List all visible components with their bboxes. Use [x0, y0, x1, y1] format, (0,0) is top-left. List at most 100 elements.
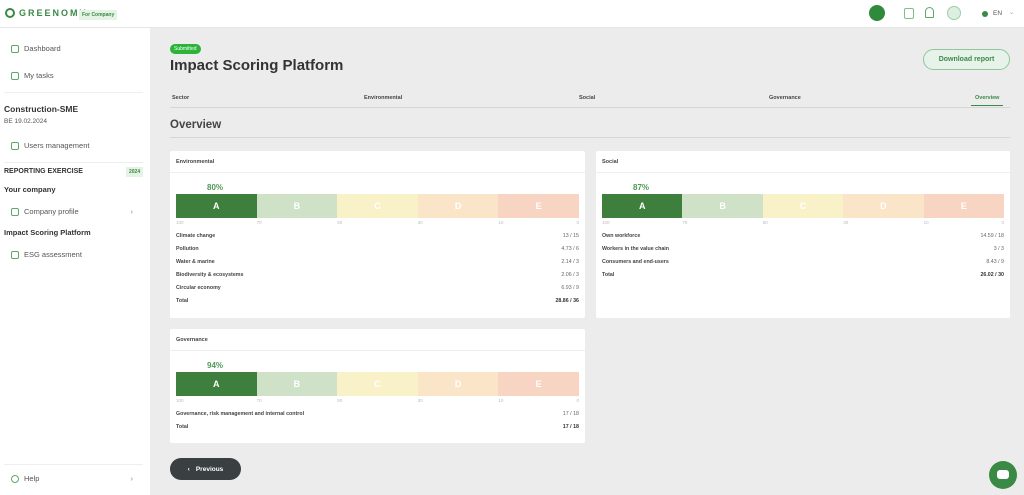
your-company-heading: Your company: [4, 185, 56, 194]
row-value: 17 / 18: [562, 424, 579, 430]
tick-label: 10: [498, 398, 504, 403]
logo[interactable]: GREENOMY: [5, 8, 88, 18]
row-label: Total: [176, 424, 189, 430]
row-label: Pollution: [176, 246, 199, 252]
score-row: Total 26.02 / 30: [602, 272, 1004, 285]
divider: [4, 464, 143, 465]
sidebar-item-my-tasks[interactable]: My tasks: [11, 71, 54, 80]
tick-label: 30: [417, 220, 423, 225]
score-row: Governance, risk management and internal…: [176, 411, 579, 424]
calendar-icon[interactable]: [904, 8, 914, 19]
users-icon: [11, 141, 19, 150]
chevron-right-icon: ›: [130, 207, 134, 216]
score-row: Water & marine 2.14 / 3: [176, 259, 579, 272]
row-label: Consumers and end-users: [602, 259, 669, 265]
chat-icon[interactable]: [989, 461, 1017, 489]
card-governance: Governance 94% A B C D E 100 70 50 30 10 0 Governan…: [170, 329, 585, 443]
help-icon: [11, 474, 19, 483]
card-environmental: Environmental 80% A B C D E 100 70 50 30 10 0 Clima…: [170, 151, 585, 318]
grade-e: E: [498, 372, 579, 396]
grade-ticks: 100 70 50 30 10 0: [176, 398, 579, 404]
sidebar-item-company-profile[interactable]: Company profile ›: [11, 207, 133, 216]
row-label: Workers in the value chain: [602, 246, 670, 252]
clipboard-icon: [11, 250, 19, 259]
tick-label: 70: [256, 398, 262, 403]
sidebar-item-label: Dashboard: [24, 44, 61, 53]
top-bar: GREENOMY For Company EN ⌄: [0, 0, 1024, 28]
tab-sector[interactable]: Sector: [172, 95, 190, 101]
grade-a: A: [602, 194, 683, 218]
row-label: Total: [602, 272, 615, 278]
card-title: Governance: [170, 329, 585, 351]
tab-overview[interactable]: Overview: [971, 95, 1004, 106]
row-label: Water & marine: [176, 259, 215, 265]
year-badge: 2024: [126, 167, 144, 177]
tick-label: 0: [1001, 220, 1004, 225]
company-name: Construction-SME: [4, 104, 79, 114]
grade-b: B: [682, 194, 763, 218]
bell-icon[interactable]: [925, 7, 934, 18]
language-select[interactable]: EN: [993, 10, 1003, 17]
brand-name: GREENOMY: [19, 8, 88, 18]
card-title: Social: [596, 151, 1010, 173]
sidebar: Dashboard My tasks Construction-SME BE 1…: [0, 28, 150, 495]
tick-label: 0: [576, 220, 579, 225]
grade-c: C: [762, 194, 844, 218]
row-value: 17 / 18: [562, 411, 579, 417]
tab-governance[interactable]: Governance: [769, 95, 801, 101]
grade-a: A: [176, 194, 257, 218]
grade-ticks: 100 70 50 30 10 0: [176, 220, 579, 226]
divider: [4, 92, 143, 93]
tick-label: 100: [176, 398, 184, 403]
chevron-right-icon: ›: [130, 474, 134, 483]
status-badge: Submitted: [170, 44, 201, 54]
score-rows: Own workforce 14.59 / 18 Workers in the va…: [602, 233, 1004, 285]
grade-ticks: 100 70 50 30 10 0: [602, 220, 1004, 226]
previous-button[interactable]: ‹ Previous: [170, 458, 241, 480]
score-rows: Governance, risk management and internal…: [176, 411, 579, 437]
score-percent: 94%: [207, 361, 224, 370]
sidebar-item-help[interactable]: Help ›: [11, 474, 133, 483]
sidebar-item-esg-assessment[interactable]: ESG assessment: [11, 250, 82, 259]
row-label: Total: [176, 298, 189, 304]
sidebar-item-users-management[interactable]: Users management: [11, 141, 89, 150]
tick-label: 50: [762, 220, 768, 225]
tick-label: 0: [576, 398, 579, 403]
reporting-heading: REPORTING EXERCISE: [4, 168, 83, 175]
score-percent: 80%: [207, 183, 224, 192]
tick-label: 10: [923, 220, 929, 225]
sidebar-item-dashboard[interactable]: Dashboard: [11, 44, 61, 53]
brand-tag: For Company: [79, 10, 118, 20]
tab-social[interactable]: Social: [579, 95, 596, 101]
apps-icon[interactable]: [869, 5, 885, 21]
logo-icon: [5, 8, 15, 18]
sidebar-item-label: Users management: [24, 141, 90, 150]
score-row: Climate change 13 / 15: [176, 233, 579, 246]
row-value: 26.02 / 30: [980, 272, 1004, 278]
tick-label: 70: [682, 220, 688, 225]
user-icon[interactable]: [947, 6, 961, 20]
row-value: 6.93 / 9: [561, 285, 579, 291]
grade-b: B: [256, 372, 338, 396]
download-report-button[interactable]: Download report: [923, 49, 1010, 70]
score-row: Circular economy 6.93 / 9: [176, 285, 579, 298]
card-social: Social 87% A B C D E 100 70 50 30 10 0 Own workforc…: [596, 151, 1010, 318]
sidebar-item-label: My tasks: [24, 71, 54, 80]
grade-b: B: [256, 194, 338, 218]
tab-environmental[interactable]: Environmental: [364, 95, 403, 101]
score-row: Workers in the value chain 3 / 3: [602, 246, 1004, 259]
tabs: Sector Environmental Social Governance O…: [170, 92, 1010, 108]
sidebar-item-label: Company profile: [24, 207, 79, 216]
tasks-icon: [11, 71, 19, 80]
isp-heading: Impact Scoring Platform: [4, 228, 91, 237]
row-value: 4.73 / 6: [561, 246, 579, 252]
chevron-left-icon: ‹: [187, 465, 190, 473]
company-sub: BE 19.02.2024: [4, 118, 48, 125]
row-value: 2.14 / 3: [561, 259, 579, 265]
sidebar-item-label: Help: [24, 474, 40, 483]
chevron-down-icon[interactable]: ⌄: [1009, 10, 1015, 16]
row-value: 2.06 / 3: [561, 272, 579, 278]
row-value: 14.59 / 18: [980, 233, 1004, 239]
